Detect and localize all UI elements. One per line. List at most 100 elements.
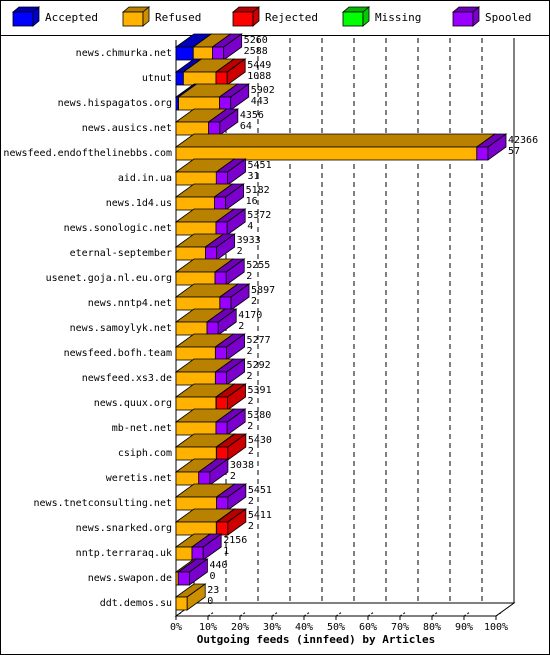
- data-label-top-news-samoylyk-net: 4170: [238, 310, 262, 321]
- bar-utnut-refused-front: [182, 71, 217, 86]
- category-label-news-nntp4-net: news.nntp4.net: [88, 298, 172, 309]
- legend-box-accepted-side: [32, 6, 40, 27]
- category-label-nntp-terraraq-uk: nntp.terraraq.uk: [76, 548, 172, 559]
- bar-aid-in-ua-cap-spooled-front: [215, 171, 228, 186]
- category-label-mb-net-net: mb-net.net: [112, 423, 172, 434]
- legend: Accepted Refused Rejected Missing Spoole…: [1, 1, 549, 36]
- bar-eternal-september-cap-spooled-side: [216, 233, 236, 261]
- bar-news-tnetconsulting-net-cap-spooled-front: [216, 496, 229, 511]
- bar-mb-net-net-refused-front: [175, 421, 217, 436]
- bar-news-swapon-de-cap-spooled: [177, 558, 209, 586]
- x-tick-depth-1: [207, 611, 215, 617]
- data-label-top-news-ausics-net: 4356: [240, 110, 264, 121]
- data-label-bottom-utnut: 1088: [247, 71, 271, 82]
- category-label-news-snarked-org: news.snarked.org: [76, 523, 172, 534]
- bar-news-ausics-net-cap-spooled-side: [219, 108, 239, 136]
- data-label-top-mb-net-net: 5380: [247, 410, 271, 421]
- data-label-bottom-newsfeed-bofh-team: 2: [247, 346, 253, 357]
- x-tick-label-0: 0%: [170, 622, 182, 633]
- x-tick-depth-2: [239, 611, 247, 617]
- bar-news-1d4-us-cap-spooled-front: [213, 196, 226, 211]
- bar-news-nntp4-net-cap-spooled-side: [230, 283, 250, 311]
- bar-newsfeed-bofh-team-refused: [174, 333, 235, 361]
- bar-eternal-september-refused-front: [175, 246, 206, 261]
- legend-box-rejected: [231, 6, 261, 27]
- data-label-top-newsfeed-endofthelinebbs-com: 42366: [508, 135, 538, 146]
- bar-news-tnetconsulting-net-cap-spooled-side: [227, 483, 247, 511]
- x-tick-label-4: 40%: [295, 622, 313, 633]
- data-label-top-usenet-goja-nl-eu-org: 5255: [246, 260, 270, 271]
- bar-newsfeed-xs3-de-cap-spooled-front: [214, 371, 227, 386]
- x-tick-label-5: 50%: [327, 622, 345, 633]
- legend-box-rejected-side: [252, 6, 260, 27]
- category-label-news-hispagatos-org: news.hispagatos.org: [58, 98, 172, 109]
- category-label-usenet-goja-nl-eu-org: usenet.goja.nl.eu.org: [46, 273, 172, 284]
- legend-label-missing: Missing: [375, 11, 422, 24]
- category-label-news-samoylyk-net: news.samoylyk.net: [70, 323, 172, 334]
- data-label-bottom-newsfeed-endofthelinebbs-com: 57: [508, 146, 520, 157]
- data-label-bottom-news-1d4-us: 16: [246, 196, 258, 207]
- category-label-eternal-september: eternal-september: [70, 248, 172, 259]
- category-label-ddt-demos-su: ddt.demos.su: [100, 598, 172, 609]
- bar-news-1d4-us-cap-spooled-side: [225, 183, 245, 211]
- bar-news-chmurka-net-refused-front: [192, 46, 213, 61]
- bar-aid-in-ua-cap-spooled: [215, 158, 247, 186]
- bar-newsfeed-endofthelinebbs-com-refused: [174, 133, 497, 161]
- bar-utnut-cap-rejected: [214, 58, 247, 86]
- bar-news-1d4-us-cap-spooled: [213, 183, 245, 211]
- data-label-top-eternal-september: 3933: [237, 235, 261, 246]
- data-label-top-news-tnetconsulting-net: 5451: [248, 485, 272, 496]
- bar-news-tnetconsulting-net-refused-front: [175, 496, 218, 511]
- bar-mb-net-net-cap-spooled-side: [226, 408, 246, 436]
- bar-newsfeed-endofthelinebbs-com-cap-spooled: [475, 133, 508, 161]
- bar-usenet-goja-nl-eu-org-cap-spooled-side: [225, 258, 245, 286]
- bar-newsfeed-endofthelinebbs-com-refused-top: [174, 133, 497, 148]
- category-label-news-1d4-us: news.1d4.us: [106, 198, 172, 209]
- bar-newsfeed-bofh-team-refused-front: [175, 346, 216, 361]
- bar-newsfeed-xs3-de-cap-spooled: [214, 358, 246, 386]
- bar-news-hispagatos-org-refused-front: [178, 96, 220, 111]
- bar-weretis-net-cap-spooled-side: [209, 458, 229, 486]
- x-tick-depth-3: [271, 611, 279, 617]
- bar-news-quux-org-refused-front: [175, 396, 217, 411]
- legend-box-refused: [121, 6, 151, 27]
- bar-nntp-terraraq-uk-cap-spooled: [190, 533, 223, 561]
- data-label-bottom-news-hispagatos-org: 443: [251, 96, 269, 107]
- bar-news-samoylyk-net-cap-spooled-side: [217, 308, 237, 336]
- data-label-bottom-weretis-net: 2: [230, 471, 236, 482]
- data-label-bottom-usenet-goja-nl-eu-org: 2: [246, 271, 252, 282]
- x-ticks: 0% 10% 20% 30% 40% 50% 60% 70% 80% 90% 100%: [170, 611, 508, 633]
- legend-box-accepted: [11, 6, 41, 27]
- category-label-news-chmurka-net: news.chmurka.net: [76, 48, 172, 59]
- x-tick-depth-4: [303, 611, 311, 617]
- category-label-newsfeed-xs3-de: newsfeed.xs3.de: [82, 373, 172, 384]
- bar-news-nntp4-net-cap-spooled-front: [219, 296, 232, 311]
- legend-swatch-spooled: [451, 6, 481, 27]
- data-label-bottom-news-swapon-de: 0: [209, 571, 215, 582]
- category-label-newsfeed-bofh-team: newsfeed.bofh.team: [64, 348, 172, 359]
- bar-ddt-demos-su-cap-refused-side: [186, 583, 206, 611]
- legend-label-accepted: Accepted: [45, 11, 98, 24]
- data-label-top-aid-in-ua: 5451: [248, 160, 272, 171]
- bar-utnut-accepted-front: [175, 71, 184, 86]
- data-label-top-utnut: 5449: [247, 60, 271, 71]
- data-label-bottom-eternal-september: 2: [237, 246, 243, 257]
- bar-newsfeed-bofh-team-cap-spooled: [214, 333, 246, 361]
- legend-swatch-rejected: [231, 6, 261, 27]
- category-label-news-swapon-de: news.swapon.de: [88, 573, 172, 584]
- data-label-top-newsfeed-xs3-de: 5292: [247, 360, 271, 371]
- bar-news-1d4-us-refused-front: [175, 196, 215, 211]
- x-tick-depth-6: [367, 611, 375, 617]
- category-label-news-ausics-net: news.ausics.net: [82, 123, 172, 134]
- bar-news-swapon-de-cap-spooled-side: [189, 558, 208, 586]
- bar-news-snarked-org-cap-rejected-side: [227, 508, 247, 536]
